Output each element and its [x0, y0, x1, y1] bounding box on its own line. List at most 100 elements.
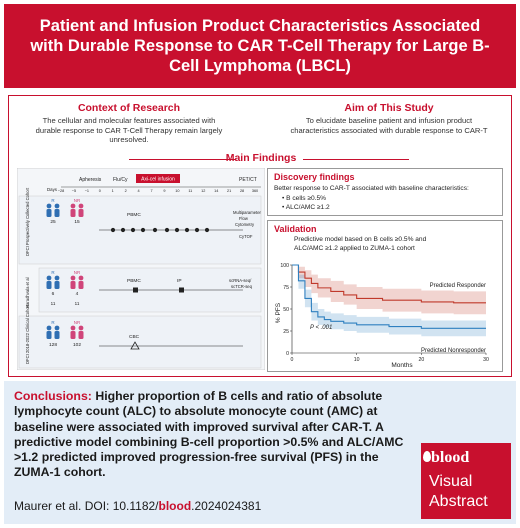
cohort-3-n-r: 128 [49, 342, 57, 348]
citation: Maurer et al. DOI: 10.1182/blood.2024024… [14, 499, 262, 513]
timepoint-dot [184, 227, 190, 233]
cohort-3-box [18, 315, 262, 369]
cohort-1-r: R [51, 198, 55, 203]
cohort-1-assay-3: CyTOF [239, 234, 253, 239]
cohort-1-n-nr: 15 [74, 219, 80, 225]
km-x-tick-label: 20 [418, 357, 424, 363]
km-legend-responder: Predicted Responder [430, 283, 486, 289]
main-findings-title: Main Findings [225, 152, 297, 164]
km-y-tick-label: 100 [280, 263, 289, 269]
validation-box: Validation Predictive model based on B c… [267, 220, 503, 372]
day-ticks: −28 −5 −1 0 1 2 4 7 9 10 11 12 14 21 28 360 [58, 189, 258, 193]
conclusions-box: Conclusions: Higher proportion of B cell… [4, 381, 516, 524]
cohort-2-mark-pbmc [133, 287, 138, 293]
timepoint-dot [164, 227, 170, 233]
label-flu-cy: Flu/Cy [113, 177, 128, 183]
cohort-2-r: R [51, 270, 55, 275]
blood-visual-abstract-badge: blood Visual Abstract [421, 443, 511, 519]
day-tick: −28 [58, 189, 64, 193]
day-tick: 11 [188, 189, 192, 193]
day-tick: 4 [138, 189, 140, 193]
conclusions-label: Conclusions: [14, 389, 92, 403]
citation-journal: blood [158, 499, 192, 513]
label-days: Days [47, 187, 58, 192]
cohort-1-pbmc: PBMC [127, 212, 141, 218]
validation-title: Validation [274, 224, 317, 234]
cohort-2-n-nr: 4 [76, 291, 79, 297]
day-tick: −1 [85, 189, 89, 193]
responder-ci-band [292, 265, 486, 315]
divider-right [303, 159, 409, 160]
day-tick: 10 [175, 189, 179, 193]
cohort-1-n-r: 25 [50, 219, 56, 225]
findings-panel: Context of Research The cellular and mol… [8, 95, 512, 377]
discovery-intro: Better response to CAR-T associated with… [274, 185, 469, 192]
aim-title: Aim of This Study [344, 102, 434, 114]
conclusions-text: Conclusions: Higher proportion of B cell… [14, 389, 414, 481]
nonresponder-curve [292, 264, 486, 329]
cohort-2-ip: IP [177, 278, 182, 284]
day-tick: 7 [150, 189, 152, 193]
cohort-2-sub-nr: 11 [75, 301, 80, 306]
km-x-axis-label: Months [391, 362, 413, 369]
km-y-tick-label: 0 [286, 351, 289, 357]
day-tick: 360 [252, 189, 258, 193]
discovery-bullet-1: • B cells ≥0.5% [282, 195, 327, 202]
day-tick: 12 [201, 189, 205, 193]
cohort-1-assay-2: Cytometry [235, 222, 255, 227]
discovery-box: Discovery findings Better response to CA… [267, 168, 503, 216]
cohort-3-n-nr: 102 [73, 342, 81, 348]
day-tick: 21 [227, 189, 231, 193]
cohort-2-pbmc: PBMC [127, 278, 141, 284]
cohort-3-people [46, 325, 84, 339]
conclusions-body: Higher proportion of B cells and ratio o… [14, 389, 404, 480]
cohort-1-people [46, 203, 84, 217]
badge-line-1: Visual [429, 473, 473, 490]
timepoint-dot [204, 227, 210, 233]
day-tick: −5 [72, 189, 76, 193]
cohort-3-nr: NR [74, 320, 81, 325]
km-x-tick-label: 0 [291, 357, 294, 363]
km-x-tick-label: 10 [354, 357, 360, 363]
label-axicel: Axi-cel infusion [141, 177, 175, 183]
discovery-title: Discovery findings [274, 172, 355, 182]
timepoint-dot [110, 227, 116, 233]
cohort-1-assay-0: Multiparameter [233, 210, 262, 215]
badge-line-2: Abstract [429, 493, 488, 510]
km-x-tick-label: 30 [483, 357, 489, 363]
day-tick: 9 [163, 189, 165, 193]
timepoint-dot [120, 227, 126, 233]
cohort-3-r: R [51, 320, 55, 325]
cohort-1-nr: NR [74, 198, 81, 203]
responder-curve [292, 264, 486, 304]
context-text: The cellular and molecular features asso… [35, 116, 223, 144]
cohort-1-timepoints [110, 227, 210, 233]
day-tick: 14 [214, 189, 218, 193]
divider-left [129, 159, 235, 160]
aim-text: To elucidate baseline patient and infusi… [290, 116, 488, 135]
blood-drop-icon [423, 451, 431, 462]
timepoint-dot [130, 227, 136, 233]
cohort-2-assay-1: scTCR-seq [231, 284, 253, 289]
cohort-3-cbc: CBC [129, 334, 140, 340]
header-banner: Patient and Infusion Product Characteris… [4, 4, 516, 88]
label-apheresis: Apheresis [79, 177, 102, 183]
timepoint-dot [174, 227, 180, 233]
km-legend-nonresponder: Predicted Nonresponder [421, 348, 486, 354]
timepoint-dot [140, 227, 146, 233]
study-design-diagram: Apheresis Flu/Cy Axi-cel infusion PET/CT… [17, 168, 265, 370]
axicel-bar [136, 174, 180, 183]
km-y-tick-label: 25 [283, 329, 289, 335]
cohort-2-people [46, 275, 84, 289]
cohort-3-label: DFCI 2018-2022 Clinical Cohort [25, 304, 30, 364]
km-y-axis-label: % PFS [275, 302, 282, 323]
label-pet: PET/CT [239, 177, 257, 183]
cohort-1-assay-1: Flow [239, 216, 249, 221]
cohort-1-label: DFCI Prospectively Collected Cohort [25, 187, 30, 256]
km-y-tick-label: 50 [283, 307, 289, 313]
cohort-2-assay-0: scRNA-seq/ [229, 278, 252, 283]
badge-brand: blood [431, 449, 470, 466]
cohort-2-sub-r: 11 [51, 301, 56, 306]
